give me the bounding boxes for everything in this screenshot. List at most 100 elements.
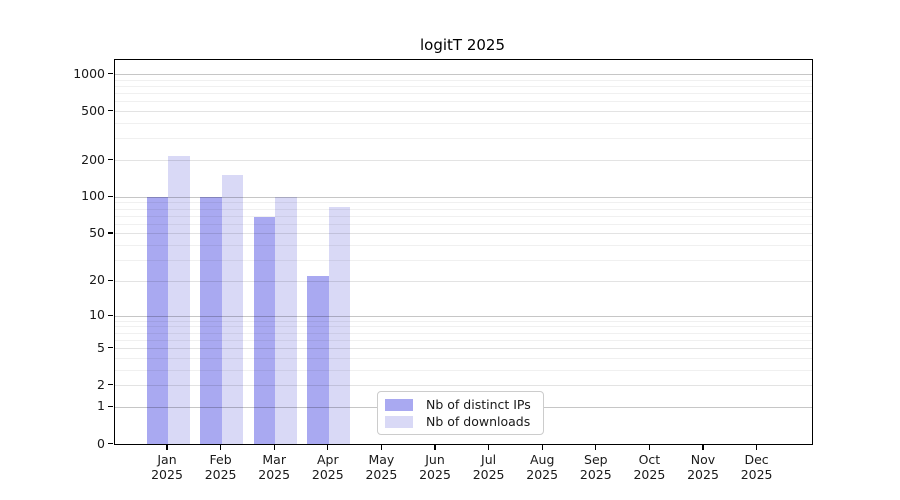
gridline-major — [115, 315, 812, 317]
gridline-minor — [115, 245, 812, 247]
gridline-minor — [115, 85, 812, 87]
x-tick-mark — [702, 444, 704, 450]
gridline — [115, 111, 812, 113]
x-tick-mark — [488, 444, 490, 450]
y-tick-label: 10 — [89, 307, 105, 323]
x-tick-mark — [380, 444, 383, 450]
x-tick-month: Aug — [529, 452, 555, 467]
x-tick-year: 2025 — [472, 467, 505, 482]
gridline-minor — [115, 369, 812, 371]
x-tick-mark — [166, 444, 168, 450]
x-tick-mark — [434, 444, 436, 450]
bar-distinct-ips — [307, 276, 329, 444]
x-tick-month: Nov — [690, 452, 716, 467]
gridline — [115, 348, 812, 350]
x-tick-month: Apr — [316, 452, 339, 467]
x-tick-month: Jul — [481, 452, 497, 467]
x-tick-month: Feb — [209, 452, 232, 467]
x-tick-year: 2025 — [365, 467, 398, 482]
x-tick-year: 2025 — [258, 467, 291, 482]
y-tick-label: 2 — [97, 376, 105, 392]
x-tick-year: 2025 — [633, 467, 666, 482]
gridline-minor — [115, 357, 812, 359]
gridline-minor — [115, 79, 812, 81]
x-tick-month: Jun — [425, 452, 445, 467]
y-tick-mark — [108, 347, 113, 349]
y-tick-label: 500 — [81, 102, 105, 118]
gridline-minor — [115, 138, 812, 140]
gridline — [115, 160, 812, 161]
gridline-major — [115, 74, 812, 76]
gridline-minor — [115, 208, 812, 210]
x-tick-mark — [327, 444, 329, 450]
legend-item-downloads: Nb of downloads — [385, 414, 535, 429]
y-tick-mark — [108, 159, 113, 161]
y-tick-label: 20 — [89, 272, 105, 288]
legend-swatch-downloads-icon — [385, 415, 413, 428]
y-tick-mark — [108, 110, 113, 112]
gridline — [115, 280, 812, 282]
gridline-minor — [115, 93, 812, 95]
y-tick-mark — [108, 384, 113, 386]
x-tick-month: Sep — [584, 452, 608, 467]
x-tick-year: 2025 — [740, 467, 773, 482]
bar-downloads — [221, 174, 244, 444]
y-tick-mark — [108, 443, 113, 445]
x-tick-mark — [648, 444, 651, 450]
bar-downloads — [328, 206, 351, 444]
gridline-minor — [115, 260, 812, 262]
x-tick-year: 2025 — [526, 467, 559, 482]
x-tick-year: 2025 — [687, 467, 719, 482]
x-tick-mark — [756, 444, 758, 450]
x-tick-label: Nov 2025 — [671, 452, 735, 482]
gridline-minor — [115, 123, 812, 125]
gridline — [115, 385, 812, 387]
legend-label-distinct-ips: Nb of distinct IPs — [426, 397, 531, 412]
legend-swatch-distinct-ips-icon — [385, 398, 413, 411]
y-tick-label: 50 — [89, 224, 105, 240]
x-tick-month: Dec — [744, 452, 769, 467]
y-tick-label: 5 — [97, 339, 105, 355]
legend-label-downloads: Nb of downloads — [426, 414, 531, 429]
x-tick-year: 2025 — [419, 467, 451, 482]
y-tick-mark — [108, 232, 113, 234]
x-tick-mark — [541, 444, 543, 450]
x-tick-label: Mar 2025 — [242, 452, 306, 482]
gridline — [115, 233, 812, 235]
x-tick-label: Jun 2025 — [403, 452, 467, 482]
legend-item-distinct-ips: Nb of distinct IPs — [385, 397, 535, 412]
y-tick-label: 1 — [97, 398, 105, 414]
legend: Nb of distinct IPs Nb of downloads — [377, 391, 544, 435]
bar-distinct-ips — [200, 196, 222, 444]
plot-area — [114, 59, 813, 445]
x-tick-label: Feb 2025 — [189, 452, 253, 482]
x-tick-label: Dec 2025 — [725, 452, 789, 482]
y-tick-label: 100 — [81, 188, 105, 204]
y-tick-mark — [108, 73, 113, 75]
x-tick-year: 2025 — [311, 467, 344, 482]
y-tick-mark — [108, 405, 113, 408]
gridline-major — [115, 196, 812, 198]
x-tick-year: 2025 — [151, 467, 183, 482]
gridline-minor — [115, 202, 812, 204]
x-tick-year: 2025 — [579, 467, 612, 482]
y-tick-mark — [108, 195, 113, 198]
bar-downloads — [168, 156, 190, 444]
x-tick-label: Jul 2025 — [457, 452, 521, 482]
y-tick-label: 1000 — [73, 65, 105, 81]
y-tick-mark — [108, 279, 113, 282]
x-tick-mark — [595, 444, 597, 450]
x-tick-mark — [273, 444, 275, 450]
x-tick-label: Oct 2025 — [617, 452, 681, 482]
x-tick-label: Sep 2025 — [564, 452, 628, 482]
gridline-minor — [115, 101, 812, 103]
bar-distinct-ips — [253, 217, 276, 444]
bar-distinct-ips — [146, 196, 168, 444]
y-tick-label: 200 — [81, 151, 105, 167]
gridline-minor — [115, 326, 812, 328]
gridline-minor — [115, 215, 812, 217]
gridline-minor — [115, 332, 812, 334]
bar-downloads — [275, 197, 297, 444]
x-tick-label: Aug 2025 — [510, 452, 574, 482]
